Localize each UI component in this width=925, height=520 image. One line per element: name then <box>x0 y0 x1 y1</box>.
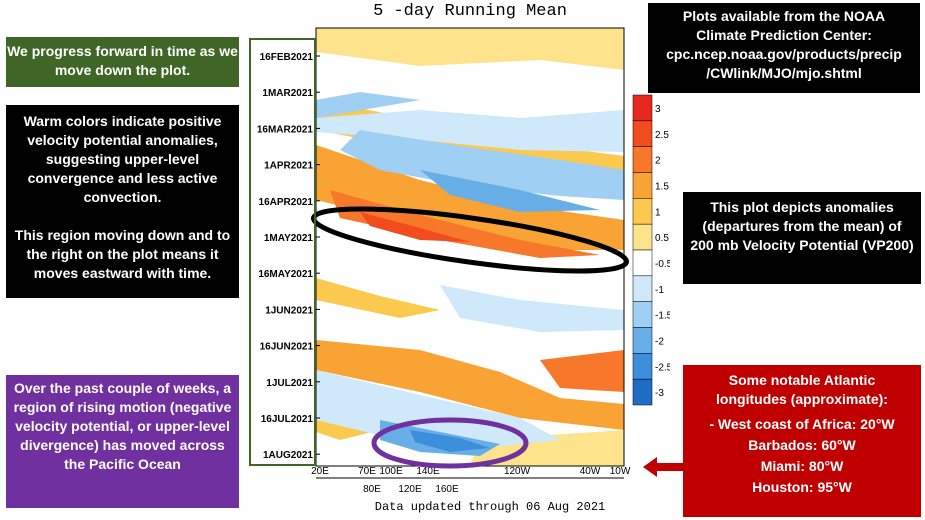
y-tick-label: 16JUN2021 <box>260 342 314 353</box>
colorbar-swatch <box>632 223 653 251</box>
plot-title: 5 -day Running Mean <box>373 2 567 21</box>
contour-fill <box>316 28 624 466</box>
x-tick-label: 70E <box>358 466 376 477</box>
colorbar-label: 3 <box>655 104 661 115</box>
y-tick-label: 16MAR2021 <box>257 124 314 135</box>
time-progress-note: We progress forward in time as we move d… <box>6 37 239 87</box>
colorbar-label: -2 <box>655 336 664 347</box>
atlantic-item-barbados: Barbados: 60°W <box>748 437 856 453</box>
y-tick-label: 16MAY2021 <box>258 269 313 280</box>
colorbar-label: 0.5 <box>655 233 669 244</box>
colorbar-label: -2.5 <box>655 362 670 373</box>
colorbar-label: 1.5 <box>655 181 669 192</box>
x-tick-label: 20E <box>311 466 329 477</box>
colorbar-label: 2 <box>655 156 661 167</box>
colorbar-swatch <box>632 94 653 122</box>
y-tick-label: 1APR2021 <box>264 161 313 172</box>
source-note: Plots available from the NOAA Climate Pr… <box>648 3 920 93</box>
colorbar-label: 1 <box>655 207 661 218</box>
y-axis-ticks: 16FEB2021 1MAR2021 16MAR2021 1APR2021 16APR2… <box>257 52 320 461</box>
x-tick-label-secondary: 120E <box>398 484 422 495</box>
negative-anomaly-highlight-ellipse <box>371 417 529 469</box>
y-tick-label: 1MAY2021 <box>264 233 314 244</box>
x-axis-ticks: 20E 70E 100E 140E 120W 40W 10W 80E 120E 160E <box>311 466 631 495</box>
colorbar-swatch <box>632 353 653 380</box>
x-tick-label: 100E <box>379 466 403 477</box>
eastward-motion-text: This region moving down and to the right… <box>14 227 231 281</box>
colorbar-swatch <box>632 378 653 406</box>
colorbar-swatch <box>632 327 653 354</box>
colorbar-label: -0.5 <box>655 259 670 270</box>
x-tick-label: 120W <box>504 466 531 477</box>
colorbar-label: -3 <box>655 388 664 399</box>
x-tick-label: 10W <box>610 466 631 477</box>
atlantic-item-miami: Miami: 80°W <box>760 458 844 474</box>
source-line-3: cpc.ncep.noaa.gov/products/precip <box>666 46 902 62</box>
positive-anomaly-highlight-ellipse <box>311 206 629 274</box>
atlantic-longitudes-note: Some notable Atlantic longitudes (approx… <box>683 365 921 517</box>
colorbar-swatch <box>632 146 653 173</box>
colorbar-swatch <box>632 120 653 147</box>
colorbar-swatch <box>632 301 653 328</box>
anomaly-description-note: This plot depicts anomalies (departures … <box>683 192 921 284</box>
pacific-rising-motion-note: Over the past couple of weeks, a region … <box>6 375 239 508</box>
source-line-4: /CWlink/MJO/mjo.shtml <box>706 65 862 81</box>
x-tick-label-secondary: 160E <box>435 484 459 495</box>
x-tick-label: 140E <box>416 466 440 477</box>
colorbar-swatch <box>632 172 653 199</box>
y-tick-label: 1AUG2021 <box>263 450 313 461</box>
y-tick-label: 1JUN2021 <box>265 305 313 316</box>
y-tick-label: 16JUL2021 <box>261 414 314 425</box>
colorbar-swatch <box>632 275 653 302</box>
y-tick-label: 1JUL2021 <box>266 378 313 389</box>
data-updated-footer: Data updated through 06 Aug 2021 <box>374 500 606 514</box>
colorbar: 3 2.5 2 1.5 1 0.5 -0.5 -1 -1.5 -2 -2.5 -3 <box>632 94 670 406</box>
colorbar-label: -1.5 <box>655 311 670 322</box>
y-tick-label: 16FEB2021 <box>260 52 314 63</box>
atlantic-item-houston: Houston: 95°W <box>752 479 852 495</box>
time-progress-text: We progress forward in time as we move d… <box>7 43 238 78</box>
atlantic-item-africa: - West coast of Africa: 20°W <box>709 416 895 432</box>
colorbar-swatch <box>632 198 653 225</box>
anomaly-description-text: This plot depicts anomalies (departures … <box>690 199 914 253</box>
atlantic-list: - West coast of Africa: 20°W Barbados: 6… <box>683 415 921 497</box>
y-tick-label: 16APR2021 <box>259 197 314 208</box>
warm-colors-text: Warm colors indicate positive velocity p… <box>23 113 222 205</box>
time-axis-frame <box>249 38 316 466</box>
atlantic-heading: Some notable Atlantic longitudes (approx… <box>716 372 888 407</box>
source-line-2: Climate Prediction Center: <box>696 27 872 43</box>
warm-colors-note: Warm colors indicate positive velocity p… <box>6 105 239 298</box>
colorbar-label: -1 <box>655 285 664 296</box>
x-tick-label-secondary: 80E <box>363 484 381 495</box>
hovmoller-chart: 16FEB2021 1MAR2021 16MAR2021 1APR2021 16APR2… <box>257 27 670 495</box>
y-tick-label: 1MAR2021 <box>262 88 313 99</box>
x-tick-label: 40W <box>580 466 601 477</box>
colorbar-label: 2.5 <box>655 130 669 141</box>
red-arrow-icon <box>643 457 683 477</box>
colorbar-swatch <box>632 249 653 277</box>
source-line-1: Plots available from the NOAA <box>682 8 886 24</box>
pacific-rising-motion-text: Over the past couple of weeks, a region … <box>13 380 232 472</box>
